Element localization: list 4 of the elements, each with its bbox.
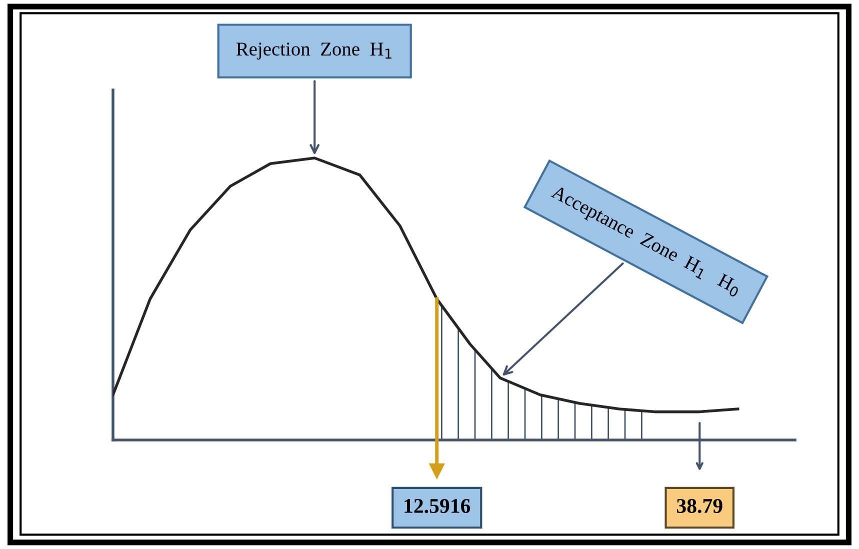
x-tick-label: 12.5916 bbox=[404, 498, 470, 514]
x-tick-label: 38.79 bbox=[676, 498, 722, 514]
annotation: Rejection Zone H$_{1}$ bbox=[236, 42, 392, 60]
annotation: Acceptance Zone H$_{1}$ H$_{0}$ bbox=[548, 184, 742, 298]
